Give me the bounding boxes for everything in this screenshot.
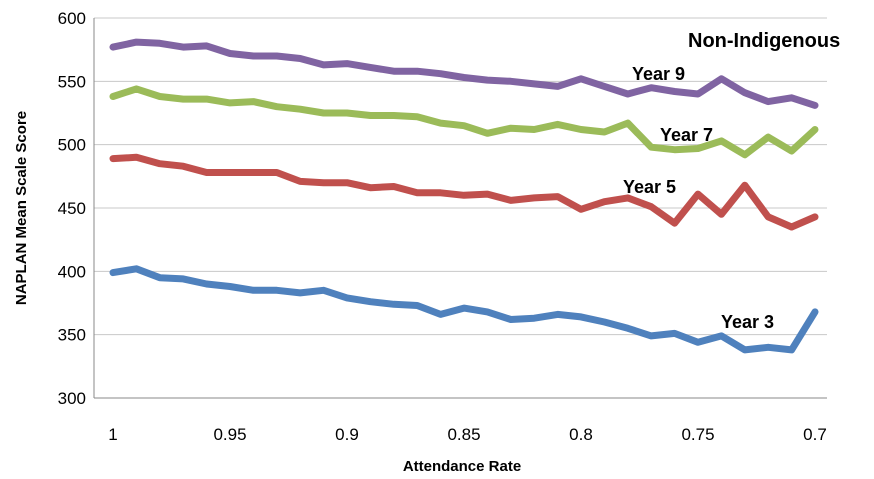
y-tick-label: 450 [58,199,86,218]
gridlines [94,17,827,399]
x-tick-label: 0.7 [803,425,827,444]
x-tick-label: 0.9 [335,425,359,444]
series-label-year-9: Year 9 [632,64,685,84]
x-tick-labels: 1 0.95 0.9 0.85 0.8 0.75 0.7 [108,425,827,444]
y-tick-label: 300 [58,389,86,408]
y-tick-label: 350 [58,326,86,345]
x-tick-label: 0.75 [681,425,714,444]
x-axis-title: Attendance Rate [403,458,521,475]
axes [93,18,827,399]
x-tick-label: 0.95 [213,425,246,444]
series-labels: Year 9 Year 7 Year 5 Year 3 [623,64,774,332]
series-line-year-9 [109,38,819,109]
series-line-year-7 [109,85,819,159]
series-label-year-7: Year 7 [660,125,713,145]
chart-title: Non-Indigenous [688,30,840,52]
x-tick-label: 0.85 [447,425,480,444]
series-label-year-3: Year 3 [721,312,774,332]
y-tick-label: 550 [58,72,86,91]
x-tick-label: 1 [108,425,117,444]
x-tick-label: 0.8 [569,425,593,444]
series-lines [109,38,819,354]
y-tick-label: 600 [58,9,86,28]
series-line-year-5 [109,153,819,231]
y-tick-label: 400 [58,262,86,281]
series-line-year-3 [109,265,819,354]
series-label-year-5: Year 5 [623,177,676,197]
y-tick-labels: 300 350 400 450 500 550 600 [58,9,86,408]
y-axis-title: NAPLAN Mean Scale Score [13,111,30,305]
y-tick-label: 500 [58,136,86,155]
